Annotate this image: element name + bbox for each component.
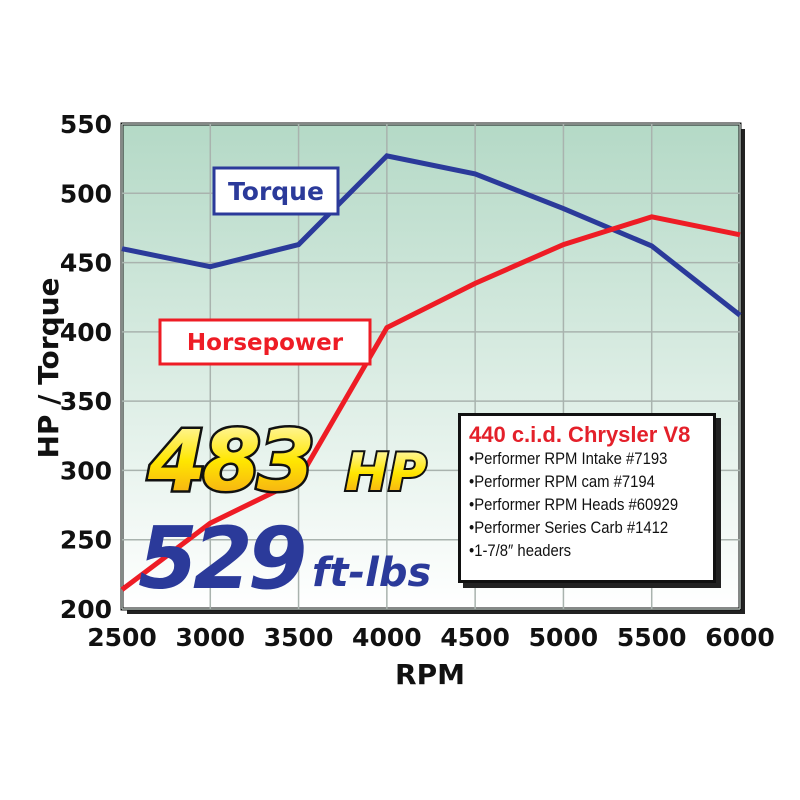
engine-spec-box: 440 c.i.d. Chrysler V8 Performer RPM Int… (458, 413, 716, 583)
x-tick-label: 6000 (705, 623, 775, 652)
y-tick-label: 500 (60, 179, 112, 208)
y-tick-label: 450 (60, 249, 112, 278)
spec-item: Performer Series Carb #1412 (469, 517, 681, 540)
torque-legend-label: Torque (212, 166, 340, 216)
torque-series-name: Torque (228, 177, 324, 206)
torque-line (121, 153, 742, 318)
y-tick-label: 250 (60, 526, 112, 555)
hp-unit-callout: HP (345, 443, 427, 503)
torque-value-callout: 529 (138, 509, 305, 609)
x-tick-label: 3500 (264, 623, 334, 652)
x-tick-label: 2500 (87, 623, 157, 652)
spec-item: Performer RPM Intake #7193 (469, 448, 681, 471)
x-tick-label: 5500 (617, 623, 687, 652)
spec-item: Performer RPM Heads #60929 (469, 494, 681, 517)
x-tick-label: 4500 (440, 623, 510, 652)
hp-series-name: Horsepower (187, 330, 344, 356)
y-tick-label: 400 (60, 318, 112, 347)
spec-item: 1-7/8″ headers (469, 540, 681, 563)
hp-value-callout: 483 (147, 412, 311, 510)
hp-legend-label: Horsepower (158, 318, 372, 366)
y-tick-label: 300 (60, 456, 112, 485)
x-tick-label: 5000 (529, 623, 599, 652)
x-tick-label: 3000 (175, 623, 245, 652)
y-tick-label: 200 (60, 595, 112, 624)
torque-unit-callout: ft-lbs (312, 550, 431, 596)
y-tick-label: 550 (60, 110, 112, 139)
y-axis-label: HP / Torque (32, 277, 65, 458)
x-axis-label: RPM (395, 658, 465, 691)
y-tick-label: 350 (60, 387, 112, 416)
x-tick-label: 4000 (352, 623, 422, 652)
spec-item: Performer RPM cam #7194 (469, 471, 681, 494)
engine-title: 440 c.i.d. Chrysler V8 (469, 422, 691, 447)
hp-line (120, 214, 741, 592)
